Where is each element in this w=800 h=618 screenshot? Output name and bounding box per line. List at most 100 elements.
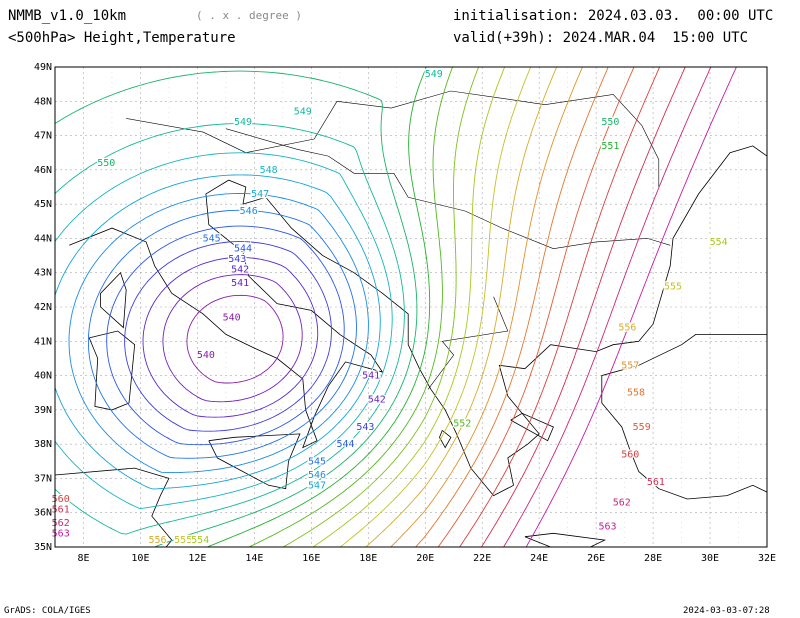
lon-tick-label: 12E [188, 553, 206, 564]
lon-tick-label: 26E [587, 553, 605, 564]
lat-tick-label: 37N [34, 473, 52, 484]
contour-label: 545 [308, 456, 326, 467]
contour-label: 546 [308, 470, 326, 481]
coastline [510, 412, 554, 442]
contour-541 [162, 274, 303, 403]
contour-label: 555 [174, 535, 192, 546]
contour-544 [106, 225, 345, 446]
border-line [245, 101, 338, 153]
lat-tick-label: 48N [34, 96, 52, 107]
contour-562 [503, 67, 712, 547]
lon-tick-label: 22E [473, 553, 491, 564]
contour-557 [390, 67, 583, 547]
contour-label: 544 [336, 439, 354, 450]
lat-tick-label: 49N [34, 62, 52, 73]
contour-label: 554 [710, 237, 728, 248]
contour-label: 547 [251, 189, 269, 200]
contour-label: 559 [633, 422, 651, 433]
contour-555 [339, 67, 532, 547]
contour-551 [207, 67, 431, 547]
lat-tick-label: 44N [34, 233, 52, 244]
border-line [336, 90, 660, 187]
lat-tick-label: 43N [34, 268, 52, 279]
contour-labels: 5405405415425435445455465475485495495495… [50, 68, 728, 548]
contour-545 [87, 209, 357, 459]
coastlines [55, 90, 767, 547]
contour-label: 563 [598, 521, 616, 532]
contour-542 [142, 256, 319, 418]
contour-label: 543 [356, 422, 374, 433]
contour-553 [283, 67, 480, 547]
contour-label: 548 [260, 165, 278, 176]
border-line [225, 128, 671, 250]
contour-label: 558 [627, 388, 645, 399]
contour-558 [415, 67, 609, 547]
contour-label: 541 [231, 278, 249, 289]
contour-548 [55, 152, 393, 509]
contour-label: 557 [621, 360, 639, 371]
contour-label: 556 [148, 535, 166, 546]
grads-credit: GrADS: COLA/IGES [4, 606, 91, 616]
contour-label: 545 [203, 233, 221, 244]
contour-label: 549 [294, 107, 312, 118]
lon-tick-label: 10E [131, 553, 149, 564]
lon-tick-label: 14E [245, 553, 263, 564]
contour-label: 549 [425, 69, 443, 80]
lon-tick-label: 32E [758, 553, 776, 564]
lon-tick-label: 24E [530, 553, 548, 564]
contour-label: 560 [52, 494, 70, 505]
contour-label: 561 [52, 504, 70, 515]
contour-label: 547 [308, 480, 326, 491]
lat-tick-label: 42N [34, 302, 52, 313]
model-name: NMMB_v1.0_10km [8, 8, 127, 24]
coastline [524, 532, 607, 547]
lat-tick-label: 36N [34, 508, 52, 519]
contour-label: 541 [362, 371, 380, 382]
contour-label: 542 [368, 395, 386, 406]
contour-label: 552 [453, 419, 471, 430]
contour-label: 562 [52, 518, 70, 529]
contour-560 [459, 67, 661, 547]
lon-tick-label: 16E [302, 553, 320, 564]
contour-label: 543 [228, 254, 246, 265]
plot-frame [54, 66, 768, 548]
border-line [126, 118, 246, 153]
lat-tick-label: 35N [34, 542, 52, 553]
lat-tick-label: 46N [34, 165, 52, 176]
contour-label: 540 [197, 350, 215, 361]
lon-tick-label: 28E [644, 553, 662, 564]
contour-label: 554 [191, 535, 209, 546]
lon-tick-label: 20E [416, 553, 434, 564]
contour-label: 561 [647, 477, 665, 488]
contour-label: 562 [613, 497, 631, 508]
contour-label: 550 [601, 117, 619, 128]
render-timestamp: 2024-03-03-07:28 [683, 606, 770, 616]
lon-tick-label: 30E [701, 553, 719, 564]
coastline [69, 145, 767, 497]
lon-tick-label: 18E [359, 553, 377, 564]
contour-549 [55, 123, 405, 535]
contour-label: 560 [621, 449, 639, 460]
contour-550 [55, 70, 418, 547]
contour-label: 542 [231, 264, 249, 275]
contour-label: 556 [618, 323, 636, 334]
contour-554 [312, 67, 506, 547]
lat-tick-label: 40N [34, 371, 52, 382]
graticule [55, 67, 767, 547]
contour-label: 551 [601, 141, 619, 152]
coastline [208, 433, 301, 490]
coastline [601, 334, 767, 500]
contour-561 [481, 67, 686, 547]
contour-540 [186, 294, 284, 384]
lat-tick-label: 39N [34, 405, 52, 416]
contour-label: 540 [223, 312, 241, 323]
contour-546 [68, 193, 369, 474]
contour-label: 544 [234, 244, 252, 255]
valid-time: valid(+39h): 2024.MAR.04 15:00 UTC [453, 30, 749, 46]
product-title: <500hPa> Height,Temperature [8, 30, 236, 46]
contour-559 [437, 67, 635, 547]
latitude-labels: 35N 36N 37N 38N 39N 40N 41N 42N 43N 44N 45N 46N 47N 4… [34, 62, 52, 553]
contour-label: 550 [97, 158, 115, 169]
lat-tick-label: 47N [34, 131, 52, 142]
